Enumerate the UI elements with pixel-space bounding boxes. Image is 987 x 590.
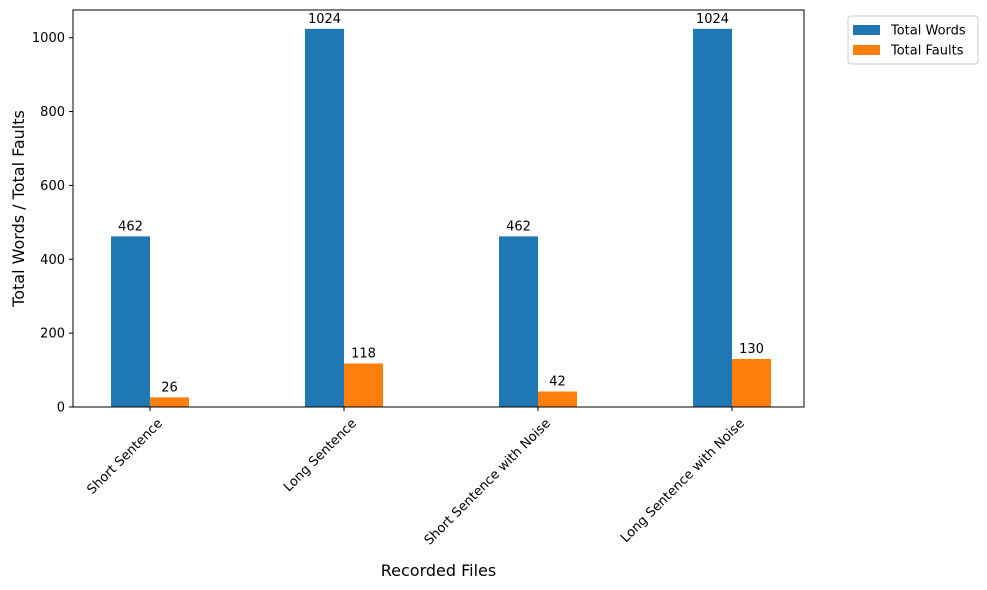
bar-value-label: 462	[506, 219, 531, 234]
bar-total-faults	[150, 397, 189, 407]
x-tick-label: Short Sentence with Noise	[422, 416, 554, 548]
legend-label: Total Faults	[890, 44, 964, 59]
bar-total-words	[693, 28, 732, 408]
y-tick-label: 800	[40, 105, 65, 120]
x-tick-label: Long Sentence	[281, 416, 360, 495]
bar-value-label: 26	[161, 380, 178, 395]
legend-swatch	[853, 45, 880, 55]
bar-value-label: 42	[549, 374, 566, 389]
y-tick-label: 200	[40, 327, 65, 342]
y-tick-label: 400	[40, 253, 65, 268]
bar-value-label: 118	[351, 346, 376, 361]
y-axis-title: Total Words / Total Faults	[9, 110, 28, 308]
bar-total-words	[111, 236, 150, 407]
bar-total-words	[305, 28, 344, 408]
bar-labels-layer: 462 1024 462 1024 26 118 42 130	[118, 12, 764, 396]
legend-label: Total Words	[890, 24, 966, 39]
y-axis-ticks: 0 200 400 600 800 1000	[32, 31, 73, 416]
x-tick-label: Short Sentence	[85, 416, 166, 497]
bar-value-label: 462	[118, 219, 143, 234]
bar-total-faults	[732, 358, 771, 407]
x-axis-ticks: Short Sentence Long Sentence Short Sentenc…	[85, 407, 748, 548]
legend-swatch	[853, 25, 880, 35]
bar-value-label: 1024	[308, 12, 341, 27]
x-tick-label: Long Sentence with Noise	[618, 416, 748, 546]
bar-value-label: 130	[739, 342, 764, 357]
bar-total-faults	[538, 391, 577, 407]
legend: Total Words Total Faults	[847, 15, 979, 65]
bar-total-words	[499, 236, 538, 407]
plot-frame	[72, 9, 805, 408]
x-axis-title: Recorded Files	[381, 561, 496, 580]
y-tick-label: 1000	[32, 31, 65, 46]
legend-box	[847, 15, 979, 65]
bar-value-label: 1024	[696, 12, 729, 27]
bar-total-faults	[344, 363, 383, 407]
y-tick-label: 600	[40, 179, 65, 194]
bars-layer	[111, 28, 771, 408]
y-tick-label: 0	[57, 401, 65, 416]
